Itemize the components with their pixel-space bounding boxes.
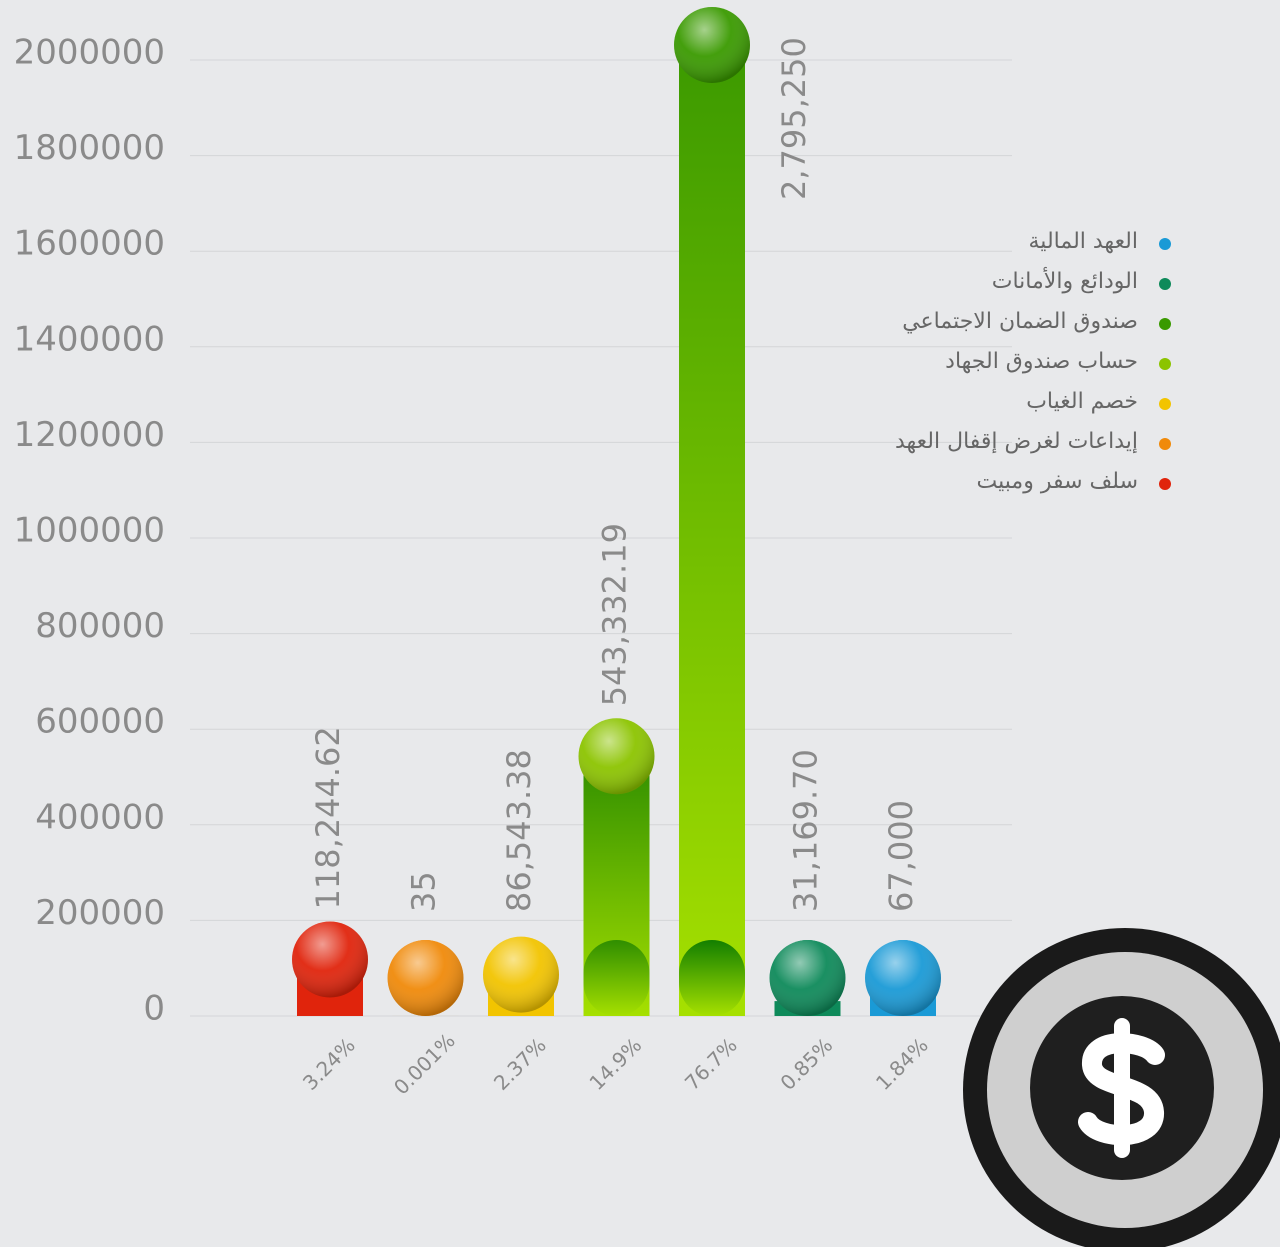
y-tick-label: 1200000: [14, 415, 165, 455]
bar-ball-shine: [674, 7, 750, 83]
page: 0 200000 400000 600000 800000 1000000 1200000 1…: [0, 0, 1280, 1247]
y-tick-label: 1600000: [14, 224, 165, 264]
bar-ball-shine: [292, 921, 368, 997]
legend-label: حساب صندوق الجهاد: [945, 349, 1138, 374]
bar-group: [770, 940, 846, 1016]
bar-ball-shine: [865, 940, 941, 1016]
y-tick-label: 1400000: [14, 319, 165, 359]
bar-group: [292, 921, 368, 1016]
bar-ball-shine: [483, 937, 559, 1013]
percent-label: 0.001%: [389, 1028, 460, 1099]
coin-icon: [963, 928, 1280, 1247]
value-label: 543,332.19: [596, 523, 634, 706]
bar-ball-shine: [770, 940, 846, 1016]
bar-group: [483, 937, 559, 1016]
chart: 0 200000 400000 600000 800000 1000000 1200000 1…: [0, 0, 1280, 1247]
legend-label: العهد المالية: [1029, 229, 1138, 254]
bar-group: [579, 718, 655, 1016]
bar-group: [388, 940, 464, 1016]
percent-label: 14.9%: [584, 1033, 646, 1095]
bar-group: [674, 0, 750, 1016]
value-label: 67,000: [882, 800, 920, 912]
percent-label: 2.37%: [489, 1033, 551, 1095]
value-label: 31,169.70: [787, 749, 825, 912]
bar: [679, 0, 745, 1016]
bar-base: [679, 940, 745, 1016]
legend-marker: [1159, 238, 1171, 250]
legend-label: إيداعات لغرض إقفال العهد: [895, 429, 1138, 454]
legend-marker: [1159, 358, 1171, 370]
percent-label: 0.85%: [775, 1033, 837, 1095]
legend-marker: [1159, 278, 1171, 290]
bar-group: [865, 940, 941, 1016]
legend-marker: [1159, 398, 1171, 410]
value-label: 2,795,250: [775, 37, 813, 200]
y-tick-label: 0: [143, 989, 165, 1029]
bar-base: [584, 940, 650, 1016]
legend-marker: [1159, 478, 1171, 490]
bar-ball-shine: [388, 940, 464, 1016]
legend-label: خصم الغياب: [1026, 389, 1138, 414]
percent-label: 1.84%: [871, 1033, 933, 1095]
percent-label: 3.24%: [298, 1033, 360, 1095]
bar-ball-shine: [579, 718, 655, 794]
legend-label: الودائع والأمانات: [992, 267, 1138, 294]
legend-label: صندوق الضمان الاجتماعي: [902, 309, 1138, 334]
y-tick-label: 400000: [35, 797, 165, 837]
y-tick-label: 1800000: [14, 128, 165, 168]
legend-marker: [1159, 318, 1171, 330]
y-tick-label: 2000000: [14, 33, 165, 73]
value-label: 118,244.62: [309, 726, 347, 909]
y-tick-label: 1000000: [14, 511, 165, 551]
y-tick-label: 600000: [35, 702, 165, 742]
legend-marker: [1159, 438, 1171, 450]
percent-label: 76.7%: [680, 1033, 742, 1095]
value-label: 35: [405, 871, 443, 912]
y-tick-label: 800000: [35, 606, 165, 646]
value-label: 86,543.38: [500, 749, 538, 912]
legend-label: سلف سفر ومبيت: [977, 469, 1138, 494]
y-tick-label: 200000: [35, 893, 165, 933]
